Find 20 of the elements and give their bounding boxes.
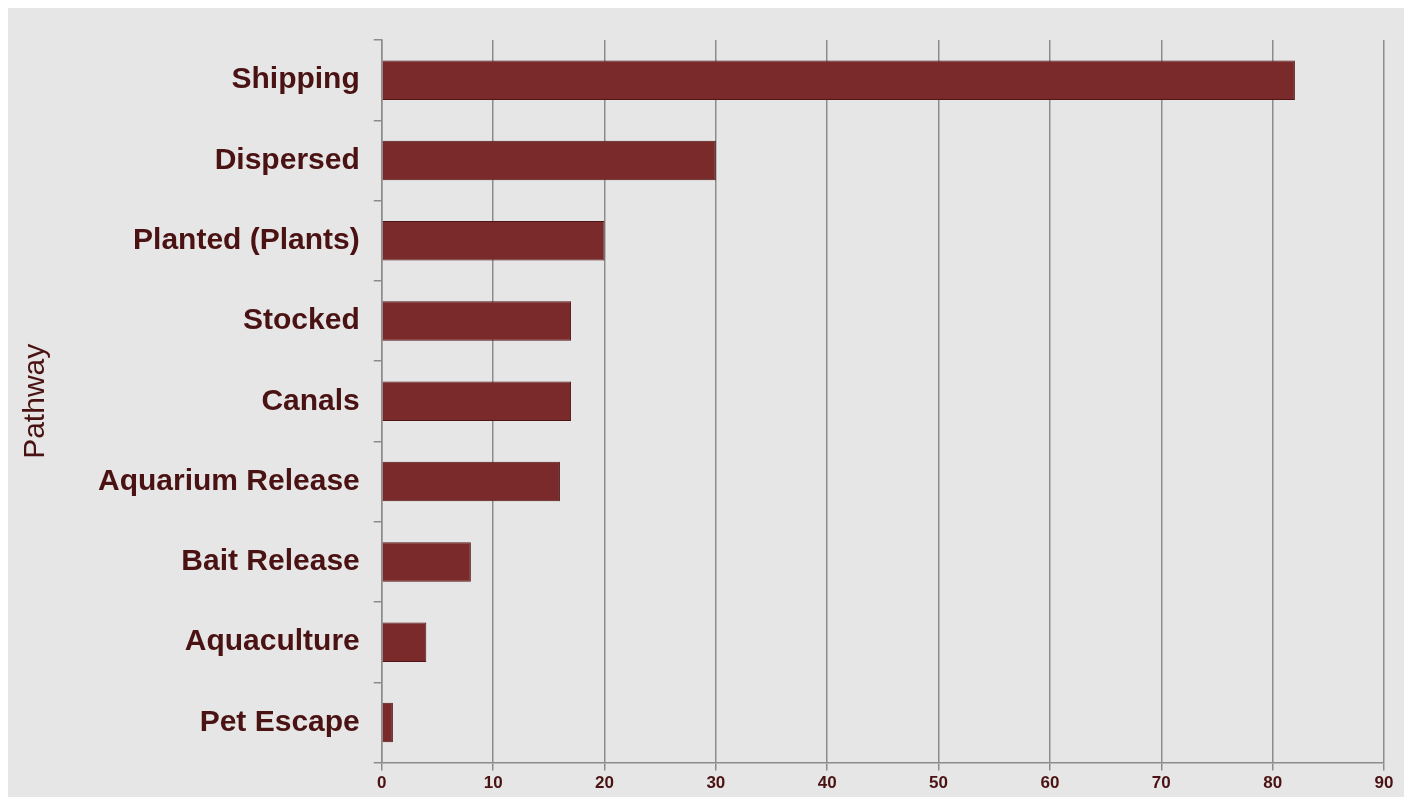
x-tick-label: 80 bbox=[1263, 773, 1283, 793]
x-tick-label: 0 bbox=[377, 773, 387, 793]
y-tick-label: Canals bbox=[261, 382, 360, 416]
y-tick-label: Shipping bbox=[231, 61, 360, 95]
x-tick-label: 10 bbox=[483, 773, 503, 793]
y-tick-label: Pet Escape bbox=[199, 703, 360, 737]
y-tick-label: Dispersed bbox=[214, 141, 360, 175]
x-tick-label: 40 bbox=[817, 773, 837, 793]
x-tick-label: 90 bbox=[1374, 773, 1394, 793]
y-tick-label: Bait Release bbox=[181, 543, 360, 577]
x-tick-label: 20 bbox=[595, 773, 614, 793]
y-tick-label: Planted (Plants) bbox=[133, 221, 360, 255]
y-tick-label: Stocked bbox=[243, 302, 360, 336]
y-axis-title: Pathway bbox=[17, 343, 51, 459]
x-tick-label: 30 bbox=[706, 773, 726, 793]
y-tick-label: Aquaculture bbox=[184, 623, 360, 657]
x-tick-label: 70 bbox=[1151, 773, 1171, 793]
y-tick-label: Aquarium Release bbox=[97, 462, 360, 496]
x-tick-label: 50 bbox=[929, 773, 949, 793]
x-tick-label: 60 bbox=[1040, 773, 1060, 793]
